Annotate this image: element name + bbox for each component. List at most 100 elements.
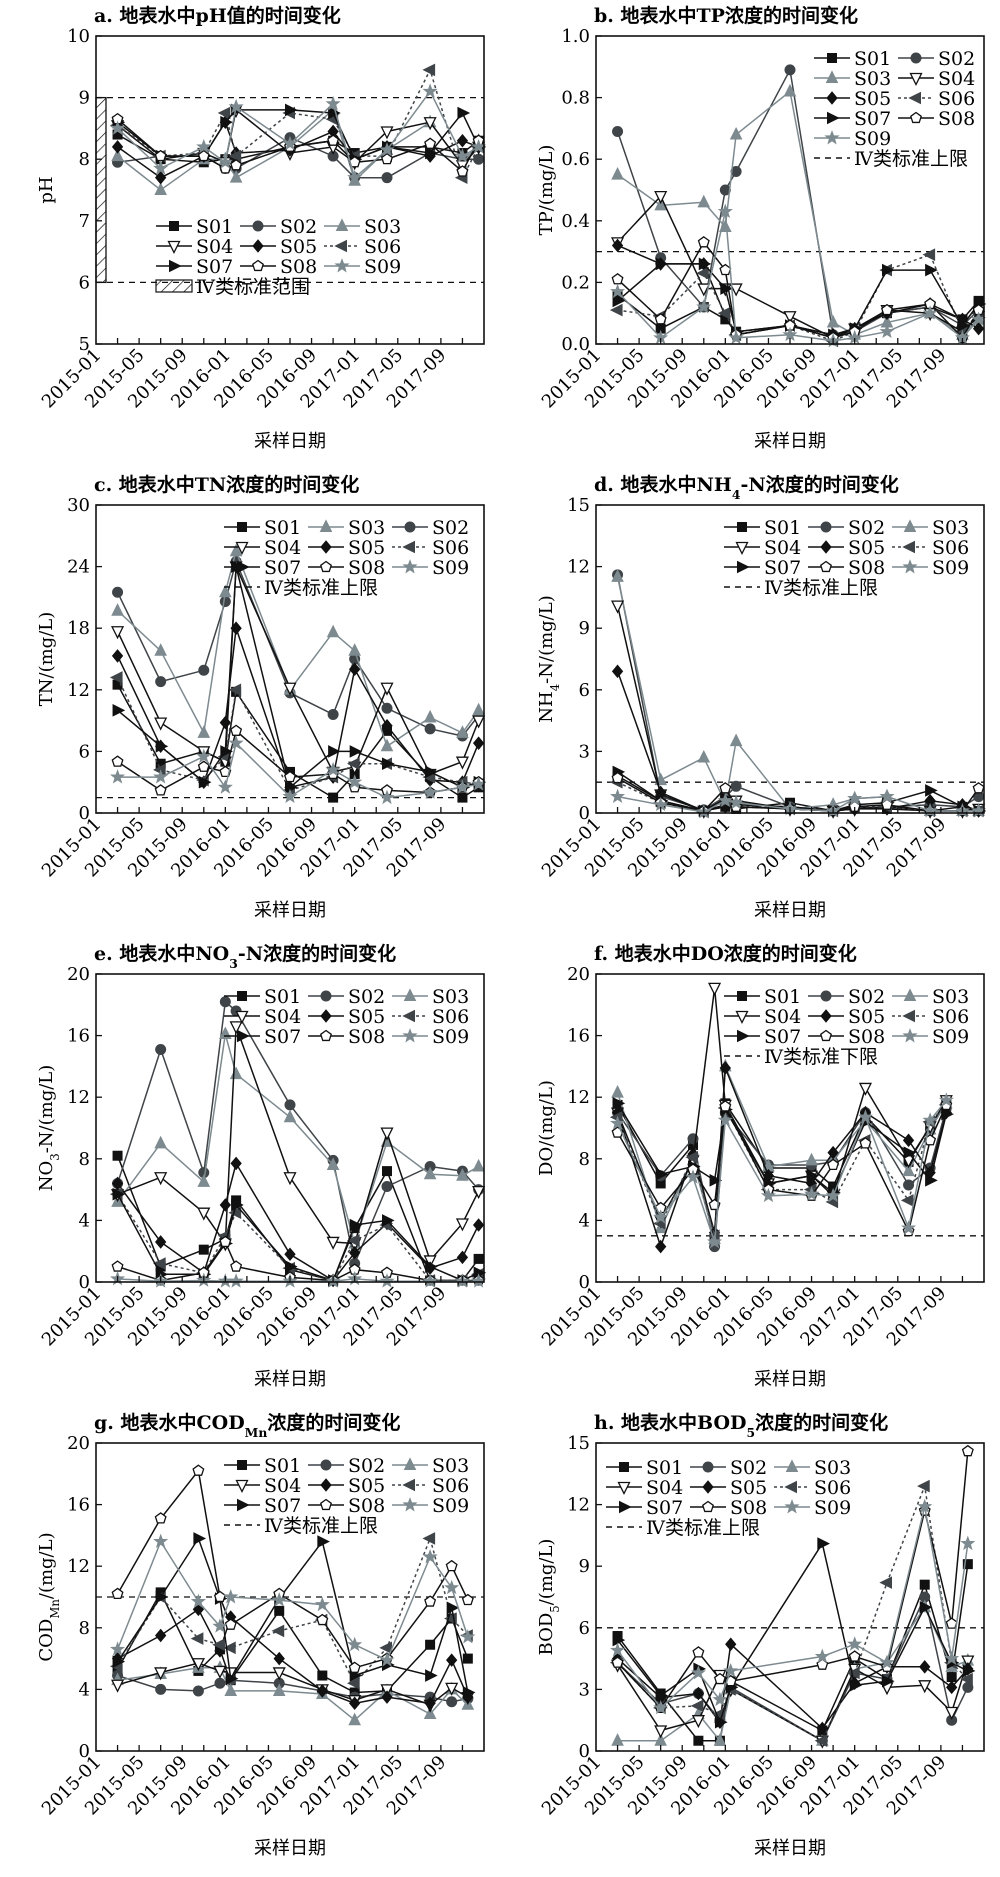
legend-marker — [825, 70, 839, 83]
legend-item-s07: S07 — [606, 1497, 683, 1519]
y-tick-label: 20 — [67, 964, 90, 985]
series-line — [617, 211, 980, 342]
data-point — [423, 1706, 437, 1720]
data-point — [692, 1646, 705, 1658]
data-point — [881, 303, 893, 316]
y-axis-label: TP/(mg/L) — [536, 145, 557, 236]
data-point — [901, 1220, 917, 1235]
data-point — [456, 165, 469, 177]
legend-item-s08: S08 — [308, 1495, 385, 1517]
legend-label: S07 — [646, 1497, 683, 1519]
data-point — [655, 1689, 669, 1702]
data-point — [155, 1628, 167, 1643]
data-point — [717, 203, 733, 218]
legend-label: S08 — [848, 1026, 885, 1048]
y-tick-label: 3 — [579, 741, 590, 762]
legend-label: S04 — [764, 537, 801, 559]
data-point — [328, 106, 341, 120]
data-point — [212, 1618, 228, 1633]
data-point — [317, 1535, 330, 1548]
data-point — [197, 1174, 211, 1187]
legend-label: S02 — [348, 1455, 385, 1477]
legend-item-s06: S06 — [892, 1006, 969, 1028]
data-point — [612, 125, 624, 137]
data-point — [110, 769, 126, 784]
data-point — [154, 1512, 167, 1524]
data-point — [425, 146, 438, 160]
legend-label: S02 — [730, 1457, 767, 1479]
legend-hatch-swatch — [155, 279, 193, 293]
data-point — [857, 1109, 873, 1124]
legend-marker — [702, 1500, 714, 1513]
legend: S01 S03 S02 S04 S05 S06 S07 S08 S09 Ⅳ类标准上限 — [224, 517, 469, 599]
data-point — [610, 283, 626, 299]
legend-label: S07 — [264, 1026, 301, 1048]
series-line — [117, 108, 480, 167]
series-line — [616, 1103, 948, 1194]
legend-label: S07 — [764, 557, 801, 579]
data-point — [422, 1549, 438, 1564]
y-tick-label: 6 — [79, 272, 90, 293]
data-point — [654, 197, 667, 211]
legend-label: S08 — [348, 1495, 385, 1517]
data-point — [859, 1137, 872, 1149]
data-point — [456, 1250, 469, 1265]
data-point — [654, 313, 667, 325]
data-point — [111, 649, 124, 663]
data-point — [325, 95, 341, 111]
legend-item-s02: S02 — [392, 517, 469, 539]
series-s07 — [112, 560, 487, 794]
data-point — [112, 1655, 126, 1668]
data-point — [425, 1669, 438, 1682]
data-point — [219, 1198, 231, 1212]
legend-item-s01: S01 — [606, 1457, 683, 1479]
x-axis: 2015-012015-052015-092016-012016-052016-… — [538, 338, 964, 452]
x-axis-label: 采样日期 — [254, 900, 326, 921]
data-point — [284, 1247, 296, 1262]
x-axis: 2015-012015-052015-092016-012016-052016-… — [38, 1276, 464, 1390]
legend-label: S06 — [814, 1477, 851, 1499]
data-point — [155, 1043, 167, 1055]
legend-item-s05: S05 — [808, 1006, 885, 1028]
y-tick-label: 0 — [79, 1272, 90, 1293]
panel-h: h. 地表水中BOD5浓度的时间变化 0 3 6 9 12 15 BOD5/(mg/L) 201… — [500, 1407, 1000, 1876]
legend-item-s03: S03 — [392, 1455, 469, 1477]
legend-label: S08 — [348, 557, 385, 579]
data-point — [381, 702, 393, 714]
data-point — [805, 1152, 818, 1166]
legend-label: S06 — [932, 1006, 969, 1028]
data-point — [612, 1097, 626, 1110]
data-point — [379, 1273, 395, 1288]
data-point — [155, 1683, 167, 1695]
data-point — [231, 1198, 244, 1212]
data-point — [228, 1273, 244, 1288]
legend-label: S01 — [854, 48, 891, 70]
x-axis: 2015-012015-052015-092016-012016-052016-… — [38, 807, 464, 921]
legend-label: S01 — [264, 517, 301, 539]
y-tick-label: 12 — [67, 1556, 90, 1577]
legend: S01 S02 S03 S04 S05 S06 S07 S08 S09 Ⅳ类标准范围 — [155, 216, 401, 298]
data-point — [611, 600, 625, 614]
panel-b: b. 地表水中TP浓度的时间变化 0.0 0.2 0.4 0.6 0.8 1.0 TP/(mg… — [500, 0, 1000, 469]
series-line — [617, 263, 980, 336]
legend-marker — [320, 1029, 332, 1042]
data-point — [229, 543, 243, 557]
legend-label: S03 — [814, 1457, 851, 1479]
legend-item-s02: S02 — [240, 216, 317, 238]
data-point — [445, 1682, 459, 1696]
data-point — [696, 299, 712, 314]
data-point — [196, 748, 212, 764]
data-point — [228, 149, 242, 163]
data-point — [154, 1135, 167, 1149]
data-point — [957, 319, 971, 332]
data-point — [380, 738, 394, 752]
data-point — [153, 160, 169, 175]
legend-marker — [402, 1009, 415, 1023]
data-point — [382, 1166, 392, 1177]
x-axis-label: 采样日期 — [754, 431, 826, 452]
data-point — [317, 1670, 328, 1681]
data-point — [379, 142, 395, 157]
data-point — [903, 1179, 915, 1191]
data-point — [196, 138, 212, 154]
data-point — [446, 1601, 460, 1615]
